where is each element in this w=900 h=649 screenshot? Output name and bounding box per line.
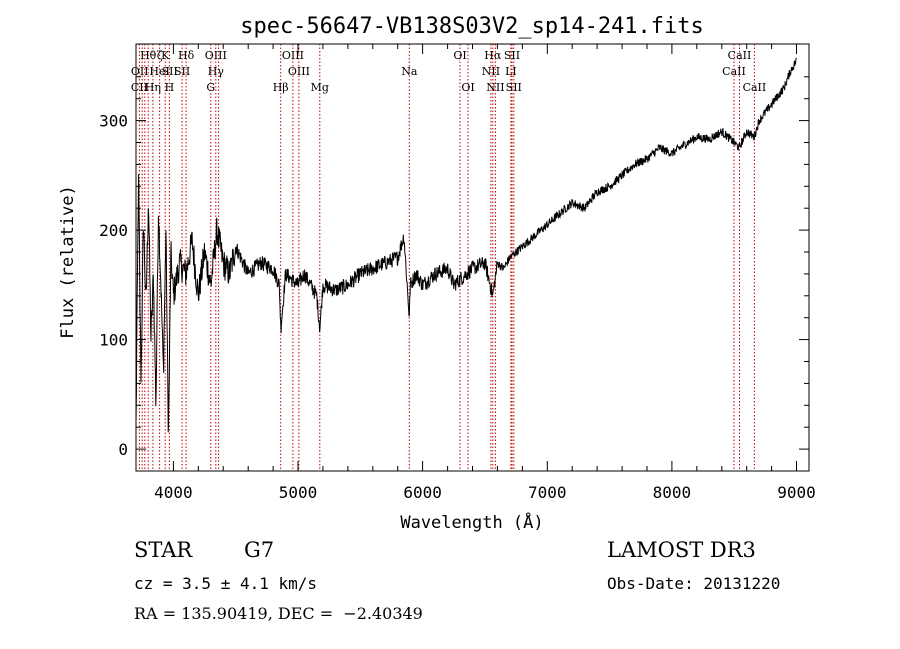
x-axis-label: Wavelength (Å) [400,511,543,533]
y-tick-label: 300 [99,112,128,131]
spectral-line-label: LI [505,65,517,78]
spectral-line-label: CII [131,81,148,94]
x-tick-label: 9000 [777,483,816,502]
spectral-line-label: OI [461,81,474,94]
spectral-line-label: OIII [288,65,310,78]
y-axis: 0 100 200 300 [99,76,809,459]
object-type: STAR [134,538,193,562]
spectral-line-label: SII [174,65,190,78]
spectral-line-label: OIII [205,49,227,62]
y-tick-label: 200 [99,221,128,240]
observation-date: Obs-Date: 20131220 [607,574,781,593]
chart-title: spec-56647-VB138S03V2_sp14-241.fits [240,14,704,39]
spectral-line-label: Hα [484,49,502,62]
spectral-line-label: HeI [149,65,169,78]
spectral-line-label: SII [504,49,520,62]
spectral-line-label: K [161,49,170,62]
spectral-line-label: H [165,81,175,94]
spectral-line-label: CaII [722,65,746,78]
survey-name: LAMOST DR3 [607,538,756,562]
spectral-line-label: CaII [728,49,752,62]
x-tick-label: 8000 [653,483,692,502]
spectral-line-label: NII [486,81,504,94]
spectral-line-markers [138,44,755,471]
x-tick-label: 6000 [403,483,442,502]
spectral-line-label: G [206,81,215,94]
spectral-line-label: Hη [145,81,161,94]
spectral-line-label: OI [453,49,466,62]
spectral-line-label: Hθ [140,49,157,62]
spectral-line-label: Hδ [178,49,195,62]
plot-frame [135,43,810,472]
spectral-line-label: CaII [743,81,767,94]
spectral-line-label: SII [162,65,178,78]
spectral-line-labels: CIIOIIHθHηζHeIKSIIHHδSIIGOIIIHγHβOIIIOII… [131,49,766,94]
spectral-line-label: SII [506,81,522,94]
spectral-subclass: G7 [244,538,275,562]
spectral-line-label: ζ [157,49,163,62]
spectral-line-label: NII [482,65,500,78]
spectral-line-label: Hβ [273,81,289,94]
redshift-velocity: cz = 3.5 ± 4.1 km/s [134,574,318,593]
spectral-line-label: Mg [311,81,329,94]
spectral-line-label: Hγ [208,65,225,78]
x-axis: 4000 5000 6000 7000 8000 9000 [154,44,816,502]
spectral-line-label: Na [401,65,418,78]
spectral-line-label: OII [131,65,149,78]
coordinates: RA = 135.90419, DEC = −2.40349 [134,604,423,623]
x-tick-label: 5000 [279,483,318,502]
y-tick-label: 0 [118,440,128,459]
y-tick-label: 100 [99,331,128,350]
spectrum-series-line [135,57,797,433]
y-axis-label: Flux (relative) [58,185,78,339]
x-tick-label: 4000 [154,483,193,502]
x-tick-label: 7000 [528,483,567,502]
spectral-line-label: OIII [282,49,304,62]
